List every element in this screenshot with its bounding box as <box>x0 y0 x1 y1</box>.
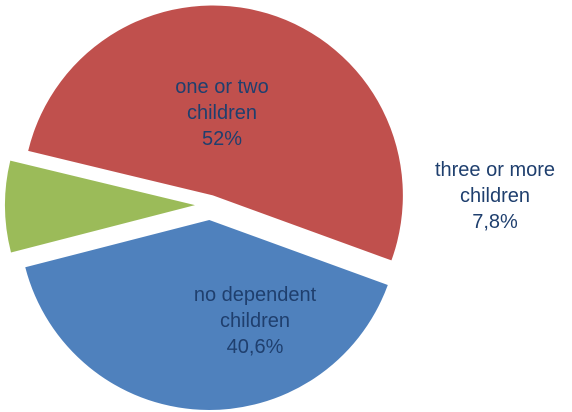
slice-label-2: no dependent children 40,6% <box>194 284 317 358</box>
slice-category-label: one or two <box>175 76 268 98</box>
slice-label-1: three or more children 7,8% <box>435 159 555 233</box>
slice-category-label: three or more <box>435 159 555 181</box>
pie-slice-1 <box>5 160 196 253</box>
slice-value-label: 7,8% <box>472 211 518 233</box>
slice-value-label: 52% <box>202 128 242 150</box>
slice-category-label: children <box>187 102 257 124</box>
slice-category-label: children <box>460 185 530 207</box>
slice-category-label: no dependent <box>194 284 317 306</box>
pie-slice-0 <box>28 5 403 261</box>
slice-category-label: children <box>220 310 290 332</box>
slice-value-label: 40,6% <box>227 336 284 358</box>
pie-slice-2 <box>25 219 388 410</box>
slice-label-0: one or two children 52% <box>175 76 268 150</box>
